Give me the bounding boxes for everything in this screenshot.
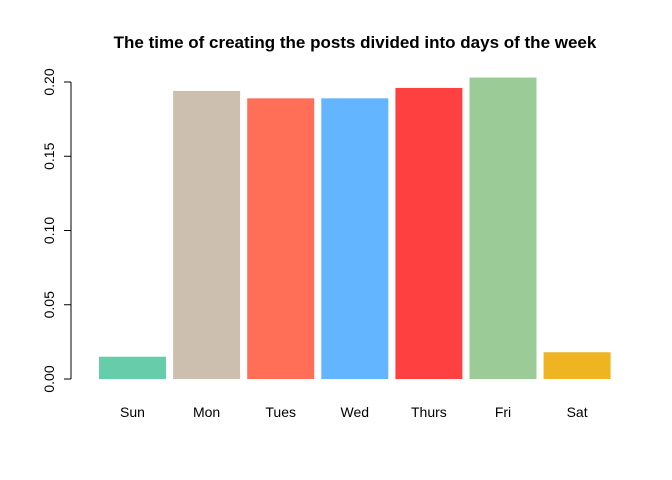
y-axis: 0.00 0.05 0.10 0.15 0.20 [41, 68, 72, 393]
y-tick-label: 0.00 [41, 365, 57, 392]
bars [99, 77, 611, 380]
bar-sun [99, 356, 166, 379]
y-tick-label: 0.05 [41, 291, 57, 318]
y-tick-label: 0.10 [41, 217, 57, 244]
x-tick-label: Mon [193, 404, 220, 420]
bar-fri [469, 77, 537, 380]
x-tick-label: Sun [120, 404, 145, 420]
x-tick-label: Thurs [411, 404, 447, 420]
x-tick-label: Wed [341, 404, 370, 420]
bar-wed [321, 98, 389, 380]
x-tick-label: Tues [265, 404, 296, 420]
chart-title: The time of creating the posts divided i… [114, 33, 597, 52]
bar-tues [247, 98, 315, 380]
bar-mon [173, 90, 241, 379]
x-tick-label: Sat [567, 404, 588, 420]
bar-sat [543, 352, 611, 379]
y-tick-label: 0.15 [41, 142, 57, 169]
y-tick-label: 0.20 [41, 68, 57, 95]
bar-thurs [395, 87, 463, 379]
x-axis-labels: Sun Mon Tues Wed Thurs Fri Sat [120, 404, 588, 420]
x-tick-label: Fri [495, 404, 511, 420]
